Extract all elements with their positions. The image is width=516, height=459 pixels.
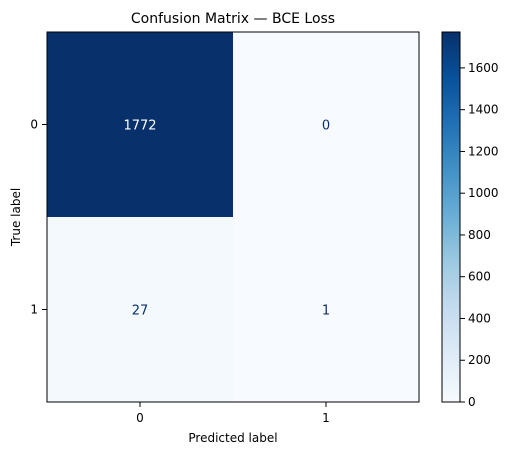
plot-frame: [46, 31, 420, 403]
matrix-cell-1-0: [47, 217, 233, 402]
colorbar: [441, 31, 461, 403]
cell-value-1-1: 1: [322, 304, 330, 319]
colorbar-tick-label-6: 1200: [468, 144, 499, 158]
matrix-cell-0-0: [47, 32, 233, 217]
y-axis-label: True label: [9, 188, 23, 247]
colorbar-tick-label-0: 0: [468, 395, 476, 409]
colorbar-tick-label-5: 1000: [468, 186, 499, 200]
colorbar-tick-label-2: 400: [468, 311, 491, 325]
matrix-cell-1-1: [233, 217, 419, 402]
matrix-cell-labels: 1772 0 27 1: [123, 119, 330, 319]
matrix-cell-0-1: [233, 32, 419, 217]
colorbar-tick-label-1: 200: [468, 353, 491, 367]
x-tick-label-1: 1: [322, 411, 330, 425]
colorbar-tick-label-3: 600: [468, 270, 491, 284]
matrix-cells: [47, 32, 419, 402]
y-tick-label-1: 1: [30, 303, 38, 317]
colorbar-ticks: 0 200 400 600 800 1000 1200 1400 1600: [460, 61, 499, 409]
chart-title: Confusion Matrix — BCE Loss: [131, 11, 335, 27]
x-tick-label-0: 0: [136, 411, 144, 425]
colorbar-tick-label-7: 1400: [468, 103, 499, 117]
cell-value-1-0: 27: [132, 304, 149, 319]
y-axis-ticks: 01: [30, 118, 47, 317]
cell-value-0-1: 0: [322, 119, 330, 134]
x-axis-label: Predicted label: [188, 431, 277, 445]
y-tick-label-0: 0: [30, 118, 38, 132]
colorbar-tick-label-4: 800: [468, 228, 491, 242]
cell-value-0-0: 1772: [123, 119, 156, 134]
colorbar-tick-label-8: 1600: [468, 61, 499, 75]
